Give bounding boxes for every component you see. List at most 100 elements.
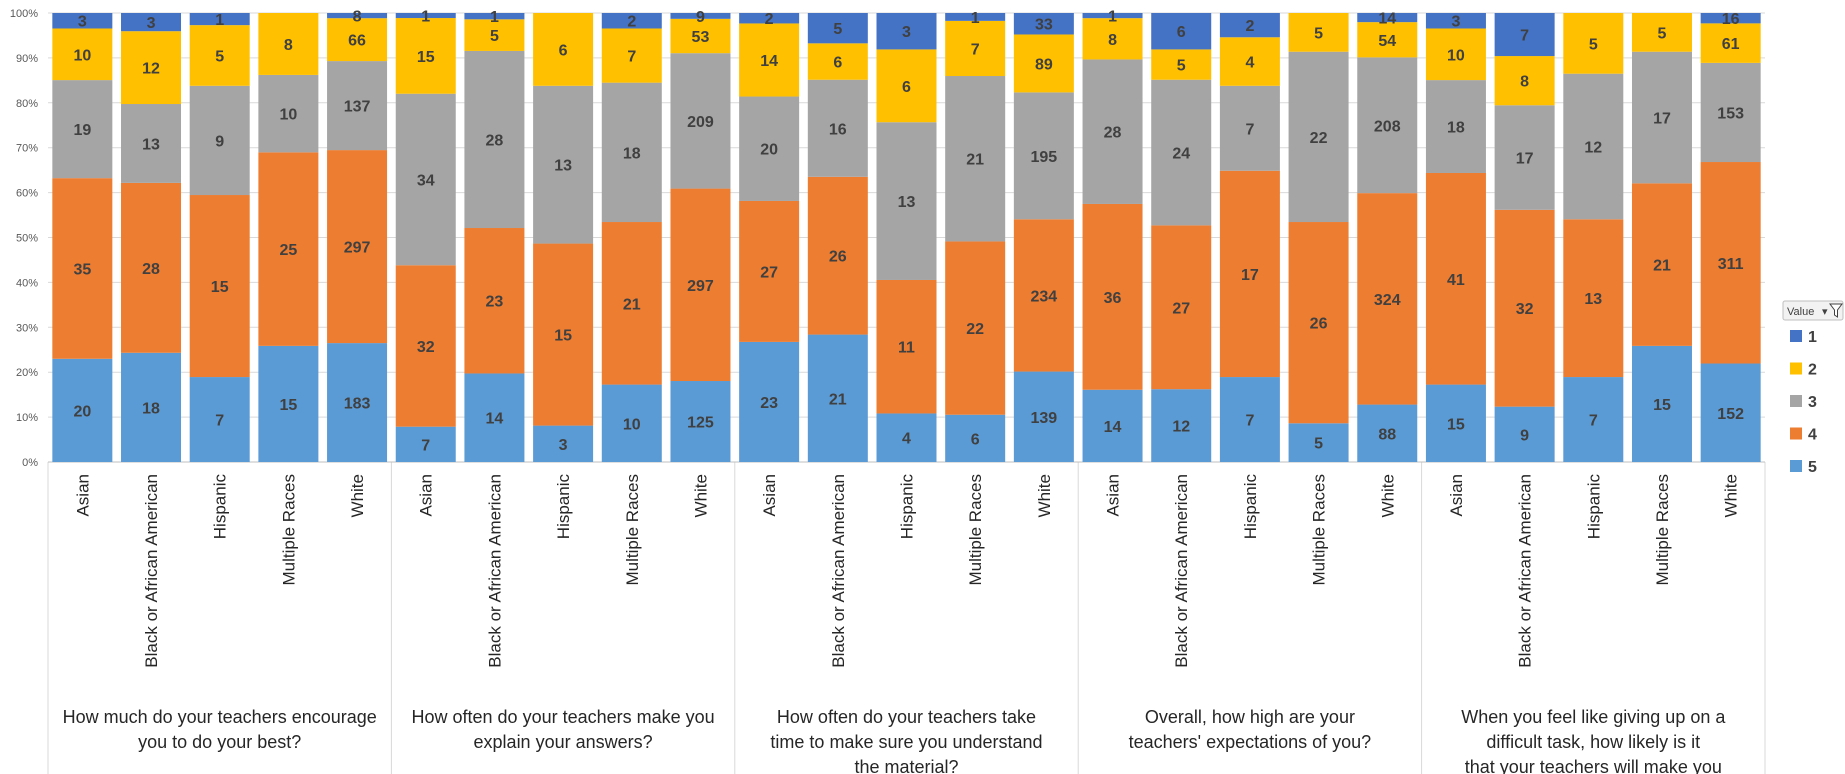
y-tick-label: 60% xyxy=(16,188,38,200)
data-label: 4 xyxy=(902,431,911,448)
data-label: 2 xyxy=(627,14,636,31)
legend-label: 5 xyxy=(1808,459,1817,476)
data-label: 14 xyxy=(1378,11,1396,28)
data-label: 1 xyxy=(490,9,499,26)
data-label: 8 xyxy=(1520,74,1529,91)
data-label: 15 xyxy=(279,397,297,414)
data-label: 16 xyxy=(829,121,847,138)
legend-item: 4 xyxy=(1790,427,1817,444)
data-label: 209 xyxy=(687,114,714,131)
data-label: 17 xyxy=(1241,267,1259,284)
bar-segment-value-2 xyxy=(258,13,319,75)
data-label: 15 xyxy=(1447,416,1465,433)
filter-button-box[interactable] xyxy=(1782,300,1844,321)
data-label: 17 xyxy=(1516,151,1534,168)
data-label: 8 xyxy=(353,9,362,26)
category-label: Black or African American xyxy=(829,474,848,668)
data-label: 15 xyxy=(211,279,229,296)
category-label: White xyxy=(1722,474,1741,517)
bar-segment-value-4 xyxy=(1082,203,1143,390)
data-label: 183 xyxy=(344,396,371,413)
bar-segment-value-1 xyxy=(876,13,937,50)
data-label: 28 xyxy=(142,261,160,278)
data-label: 41 xyxy=(1447,272,1465,289)
data-label: 9 xyxy=(215,133,224,150)
data-label: 12 xyxy=(1584,139,1602,156)
data-label: 14 xyxy=(1104,419,1122,436)
bar-segment-value-5 xyxy=(189,377,250,462)
bar-segment-value-3 xyxy=(1425,80,1486,173)
category-label: White xyxy=(1378,474,1397,517)
data-label: 5 xyxy=(1314,25,1323,42)
y-tick-label: 30% xyxy=(16,322,38,334)
category-label: Hispanic xyxy=(1584,474,1603,540)
bar-segment-value-4 xyxy=(395,265,456,427)
data-label: 17 xyxy=(1653,111,1671,128)
data-label: 88 xyxy=(1378,426,1396,443)
bar-segment-value-5 xyxy=(395,426,456,462)
chevron-down-icon[interactable]: ▾ xyxy=(1822,306,1828,318)
category-label: Multiple Races xyxy=(279,474,298,586)
bar-segment-value-4 xyxy=(1494,209,1555,407)
bar-segment-value-5 xyxy=(258,345,319,462)
data-label: 6 xyxy=(902,79,911,96)
data-label: 6 xyxy=(1177,24,1186,41)
bar-segment-value-2 xyxy=(1082,18,1143,60)
group-label: Overall, how high are your teachers' expe… xyxy=(1129,707,1372,752)
bar-segment-value-5 xyxy=(1700,363,1761,462)
bar-segment-value-3 xyxy=(1631,51,1692,184)
bar-segment-value-2 xyxy=(1700,23,1761,63)
bar-segment-value-3 xyxy=(807,79,868,177)
data-label: 2 xyxy=(1245,18,1254,35)
bar-segment-value-4 xyxy=(1563,219,1624,378)
bar-segment-value-2 xyxy=(807,43,868,80)
y-tick-label: 0% xyxy=(22,457,38,469)
bar-segment-value-1 xyxy=(1494,13,1555,57)
bar-segment-value-5 xyxy=(1082,389,1143,462)
bar-segment-value-3 xyxy=(1288,51,1349,223)
bar-group: 15 41 18 10 3 Asian 9 32 17 8 7 Black or African Am… xyxy=(1425,11,1761,774)
bar-segment-value-4 xyxy=(189,195,250,378)
data-label: 16 xyxy=(1722,11,1740,28)
bar-segment-value-4 xyxy=(464,228,525,374)
bar-segment-value-3 xyxy=(1013,92,1074,220)
data-label: 18 xyxy=(1447,120,1465,137)
legend-item: 3 xyxy=(1790,394,1817,411)
data-label: 153 xyxy=(1717,105,1744,122)
data-label: 1 xyxy=(421,9,430,26)
data-label: 9 xyxy=(696,9,705,26)
data-label: 15 xyxy=(554,328,572,345)
bar-segment-value-3 xyxy=(876,122,937,280)
category-label: White xyxy=(691,474,710,517)
bar-segment-value-1 xyxy=(601,13,662,29)
category-label: Asian xyxy=(73,474,92,517)
legend-filter-button[interactable]: Value ▾ xyxy=(1782,300,1844,321)
data-label: 12 xyxy=(142,61,160,78)
data-label: 22 xyxy=(1310,130,1328,147)
bar-segment-value-3 xyxy=(1494,105,1555,210)
data-label: 23 xyxy=(760,395,778,412)
data-label: 20 xyxy=(760,142,778,159)
bar-segment-value-5 xyxy=(1288,423,1349,462)
category-label: Hispanic xyxy=(211,474,230,540)
bar-segment-value-5 xyxy=(807,334,868,462)
data-label: 1 xyxy=(215,12,224,29)
legend-swatch xyxy=(1790,362,1802,375)
bar-segment-value-5 xyxy=(601,384,662,462)
bar-segment-value-3 xyxy=(121,104,182,183)
bar-segment-value-5 xyxy=(1357,404,1418,462)
filter-funnel-icon[interactable] xyxy=(1829,303,1843,318)
bar-segment-value-4 xyxy=(807,176,868,335)
bar-segment-value-4 xyxy=(1013,219,1074,372)
legend-swatch xyxy=(1790,427,1802,440)
data-label: 6 xyxy=(971,431,980,448)
bar-segment-value-5 xyxy=(670,381,731,462)
bar-segment-value-2 xyxy=(1631,13,1692,52)
category-label: Multiple Races xyxy=(966,474,985,586)
data-label: 24 xyxy=(1172,146,1190,163)
bar-segment-value-4 xyxy=(670,188,731,382)
data-label: 14 xyxy=(760,53,778,70)
data-label: 15 xyxy=(1653,397,1671,414)
